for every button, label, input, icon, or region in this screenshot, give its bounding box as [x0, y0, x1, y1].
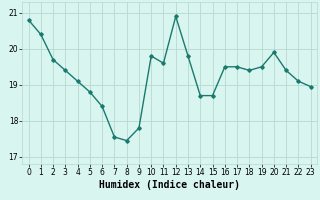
- X-axis label: Humidex (Indice chaleur): Humidex (Indice chaleur): [99, 180, 240, 190]
